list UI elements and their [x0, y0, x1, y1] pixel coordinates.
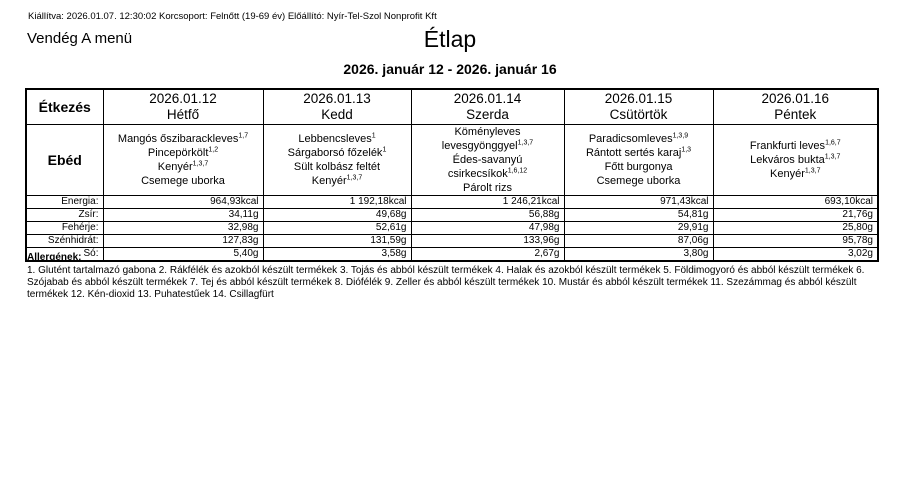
nutrition-value: 1 246,21kcal [410, 195, 565, 209]
meal-item: Kenyér1,3,7 [770, 167, 821, 180]
nutrition-value: 964,93kcal [102, 195, 264, 209]
meal-cell: Köményleves levesgyönggyel1,3,7 Édes-sava… [410, 124, 565, 196]
day-header: 2026.01.15 Csütörtök [563, 88, 714, 125]
allergens-section: Allergének: 1. Glutént tartalmazó gabona… [27, 252, 875, 301]
lunch-row: Ebéd Mangós őszibarackleves1,7 Pincepörkö… [25, 124, 879, 196]
meal-cell: Lebbencsleves1 Sárgaborsó főzelék1 Sült ko… [262, 124, 412, 196]
nutrition-value: 95,78g [712, 234, 879, 248]
meal-item: Csemege uborka [596, 175, 681, 187]
day-date: 2026.01.15 [604, 91, 673, 106]
day-header: 2026.01.14 Szerda [410, 88, 565, 125]
day-date: 2026.01.13 [303, 91, 371, 106]
lunch-row-label: Ebéd [25, 124, 104, 196]
nutrition-value: 2,67g [410, 247, 565, 262]
nutrition-row: Fehérje: 32,98g 52,61g 47,98g 29,91g 25,80g [25, 221, 879, 235]
nutrition-value: 32,98g [102, 221, 264, 235]
nutrition-label: Fehérje: [25, 221, 104, 235]
meal-item: Lekváros bukta1,3,7 [750, 153, 841, 166]
day-header: 2026.01.16 Péntek [712, 88, 879, 125]
nutrition-value: 21,76g [712, 208, 879, 222]
nutrition-value: 87,06g [563, 234, 714, 248]
allergen-superscript: 1,3,7 [192, 160, 209, 168]
nutrition-value: 693,10kcal [712, 195, 879, 209]
menu-variant-name: Vendég A menü [27, 30, 133, 47]
nutrition-row: Zsír: 34,11g 49,68g 56,88g 54,81g 21,76g [25, 208, 879, 222]
nutrition-value: 47,98g [410, 221, 565, 235]
day-date: 2026.01.16 [761, 91, 830, 106]
allergen-superscript: 1,7 [238, 132, 249, 140]
meal-item: Sült kolbász feltét [293, 161, 381, 173]
allergen-superscript: 1,6,12 [507, 167, 528, 175]
nutrition-label: Zsír: [25, 208, 104, 222]
day-name: Hétfő [166, 107, 200, 122]
nutrition-value: 54,81g [563, 208, 714, 222]
meal-column-header: Étkezés [25, 88, 104, 125]
nutrition-label: Energia: [25, 195, 104, 209]
allergen-superscript: 1,3,7 [517, 139, 534, 147]
day-name: Csütörtök [609, 107, 668, 122]
nutrition-value: 49,68g [262, 208, 412, 222]
meal-item: Sárgaborsó főzelék1 [287, 146, 387, 159]
day-name: Szerda [466, 107, 509, 122]
allergen-superscript: 1,3,9 [672, 132, 689, 140]
nutrition-row: Só: 5,40g 3,58g 2,67g 3,80g 3,02g [25, 247, 879, 262]
meal-cell: Mangós őszibarackleves1,7 Pincepörkölt1,2… [102, 124, 264, 196]
allergen-superscript: 1 [382, 146, 387, 154]
allergen-superscript: 1,2 [208, 146, 219, 154]
nutrition-value: 1 192,18kcal [262, 195, 412, 209]
meal-cell: Paradicsomleves1,3,9 Rántott sertés karaj… [563, 124, 714, 196]
page-title: Étlap [423, 26, 477, 52]
allergen-superscript: 1,3,7 [824, 153, 841, 161]
meal-item: Pincepörkölt1,2 [147, 146, 219, 159]
meal-item: Csemege uborka [141, 175, 225, 187]
meal-item: Édes-savanyú csirkecsíkok1,6,12 [447, 154, 528, 180]
nutrition-value: 3,02g [712, 247, 879, 262]
allergens-heading: Allergének: [27, 252, 82, 263]
meal-cell: Frankfurti leves1,6,7 Lekváros bukta1,3,7… [712, 124, 879, 196]
nutrition-value: 127,83g [102, 234, 264, 248]
meal-item: Mangós őszibarackleves1,7 [117, 132, 249, 145]
day-date: 2026.01.14 [453, 91, 522, 106]
nutrition-row: Energia: 964,93kcal 1 192,18kcal 1 246,21kc… [25, 195, 879, 209]
allergen-superscript: 1 [371, 132, 376, 140]
day-name: Péntek [774, 107, 817, 122]
table-header-row: Étkezés 2026.01.12 Hétfő 2026.01.13 Kedd 202… [25, 88, 879, 125]
date-range: 2026. január 12 - 2026. január 16 [343, 61, 557, 77]
nutrition-row: Szénhidrát: 127,83g 131,59g 133,96g 87,06g 95… [25, 234, 879, 248]
nutrition-value: 3,80g [563, 247, 714, 262]
nutrition-value: 25,80g [712, 221, 879, 235]
day-date: 2026.01.12 [149, 91, 217, 106]
nutrition-value: 131,59g [262, 234, 412, 248]
weekly-menu-table: Étkezés 2026.01.12 Hétfő 2026.01.13 Kedd 202… [25, 88, 879, 262]
meal-item: Párolt rizs [463, 182, 512, 194]
meal-item: Köményleves levesgyönggyel1,3,7 [441, 126, 534, 152]
meal-item: Kenyér1,3,7 [311, 174, 363, 187]
allergen-superscript: 1,3,7 [346, 174, 363, 182]
day-header: 2026.01.13 Kedd [262, 88, 412, 125]
allergen-superscript: 1,3,7 [804, 167, 821, 175]
meal-item: Lebbencsleves1 [298, 132, 376, 145]
nutrition-label: Szénhidrát: [25, 234, 104, 248]
meal-item: Frankfurti leves1,6,7 [749, 139, 841, 152]
nutrition-value: 971,43kcal [563, 195, 714, 209]
meal-item: Paradicsomleves1,3,9 [588, 132, 689, 145]
nutrition-value: 29,91g [563, 221, 714, 235]
day-name: Kedd [321, 107, 353, 122]
day-header: 2026.01.12 Hétfő [102, 88, 264, 125]
meal-item: Kenyér1,3,7 [157, 160, 209, 173]
allergen-superscript: 1,6,7 [825, 139, 841, 147]
nutrition-value: 52,61g [262, 221, 412, 235]
issued-meta-line: Kiállítva: 2026.01.07. 12:30:02 Korcsopo… [28, 11, 437, 22]
meal-item: Rántott sertés karaj1,3 [585, 146, 692, 159]
nutrition-value: 56,88g [410, 208, 565, 222]
meal-item: Főtt burgonya [604, 161, 673, 173]
allergen-superscript: 1,3 [681, 146, 692, 154]
allergens-legend-text: 1. Glutént tartalmazó gabona 2. Rákfélék… [27, 265, 865, 300]
nutrition-value: 34,11g [102, 208, 264, 222]
nutrition-value: 133,96g [410, 234, 565, 248]
